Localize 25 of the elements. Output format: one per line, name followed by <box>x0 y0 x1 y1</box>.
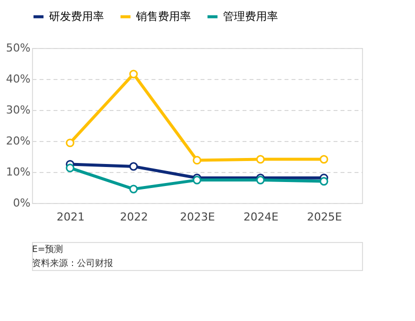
point <box>256 155 265 164</box>
x-tick-label: 2024E <box>243 210 278 224</box>
legend-label: 销售费用率 <box>135 10 191 23</box>
y-tick-label: 20% <box>6 134 30 148</box>
x-tick-label: 2025E <box>306 210 342 224</box>
x-tick-label: 2022 <box>120 210 148 224</box>
point <box>66 164 74 172</box>
point <box>320 155 328 164</box>
point <box>320 177 328 186</box>
y-tick-label: 10% <box>6 166 30 178</box>
point <box>192 156 202 164</box>
y-tick-label: 30% <box>6 104 30 116</box>
y-tick-label: 0% <box>13 196 30 210</box>
y-tick-label: 40% <box>6 72 30 86</box>
point <box>66 138 74 148</box>
point <box>129 184 138 194</box>
x-tick-label: 2021 <box>56 210 85 224</box>
text: E=预测 <box>32 244 64 255</box>
y-tick-label: 50% <box>6 42 30 54</box>
point <box>129 162 138 171</box>
point <box>129 70 138 78</box>
legend-label: 研发费用率 <box>49 10 104 23</box>
legend-label: 管理费用率 <box>223 10 278 23</box>
text: 资料来源：公司财报 <box>32 258 113 269</box>
x-tick-label: 2023E <box>180 210 216 224</box>
